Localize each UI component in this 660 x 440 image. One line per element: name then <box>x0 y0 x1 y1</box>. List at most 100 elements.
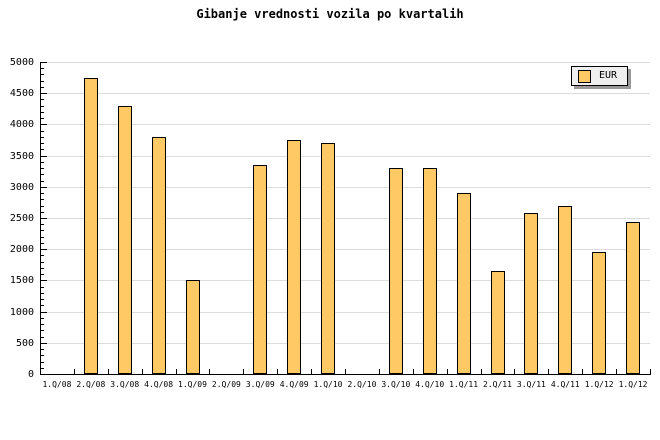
y-axis-tick <box>41 236 44 238</box>
y-axis-tick <box>41 317 44 319</box>
y-axis-tick <box>41 261 44 263</box>
x-axis-tick <box>616 369 618 374</box>
gridline <box>40 280 650 282</box>
y-axis-tick <box>41 330 44 332</box>
y-axis-tick <box>41 130 44 132</box>
y-axis-line <box>40 62 41 375</box>
x-axis-tick-label: 4.Q/09 <box>279 380 309 389</box>
y-axis-tick <box>41 143 44 145</box>
x-axis-tick <box>175 369 177 374</box>
y-axis-tick <box>41 186 47 188</box>
y-axis-tick <box>41 99 44 101</box>
y-axis-tick-label: 5000 <box>9 57 34 68</box>
bar <box>524 213 539 374</box>
bar <box>490 271 505 374</box>
legend-swatch-icon <box>578 70 591 83</box>
bar <box>456 193 471 374</box>
bar <box>558 205 573 374</box>
y-axis-tick <box>41 161 44 163</box>
y-axis-tick <box>41 199 44 201</box>
y-axis-tick <box>41 224 44 226</box>
y-axis-tick <box>41 205 44 207</box>
y-axis-tick <box>41 355 44 357</box>
bar <box>83 77 98 374</box>
y-axis-tick-label: 0 <box>27 369 34 380</box>
y-axis-tick <box>41 342 47 344</box>
x-axis-tick <box>548 369 550 374</box>
x-axis-tick <box>311 369 313 374</box>
bar <box>592 252 607 374</box>
x-axis-tick-label: 2.Q/11 <box>483 380 512 389</box>
y-axis-tick-label: 4500 <box>9 88 34 100</box>
x-axis-tick <box>243 369 245 374</box>
x-axis-tick <box>412 369 414 374</box>
x-axis-tick <box>446 369 448 374</box>
y-axis-tick <box>41 93 47 95</box>
bar <box>422 168 437 374</box>
gridline <box>40 155 650 157</box>
chart-title: Gibanje vrednosti vozila po kvartalih <box>196 7 464 21</box>
y-axis-tick-label: 4000 <box>9 119 34 131</box>
legend-series-label: EUR <box>599 70 618 81</box>
gridline <box>40 218 650 219</box>
bar <box>321 143 336 374</box>
y-axis-tick-label: 2500 <box>9 213 34 224</box>
y-axis-tick <box>41 74 44 76</box>
x-axis-tick-label: 1.Q/12 <box>618 380 648 389</box>
x-axis-tick <box>73 369 75 374</box>
y-axis-tick <box>41 105 44 107</box>
x-axis-tick <box>107 369 109 374</box>
x-axis-tick <box>582 369 584 374</box>
x-axis-tick <box>345 369 346 374</box>
x-axis-tick <box>209 369 211 374</box>
y-axis-tick <box>41 136 44 138</box>
y-axis-tick <box>41 174 44 176</box>
x-axis-tick-label: 4.Q/11 <box>550 380 580 389</box>
bar <box>287 140 302 374</box>
y-axis-tick <box>41 80 44 82</box>
x-axis-tick <box>514 369 516 374</box>
y-axis-tick <box>41 299 44 301</box>
y-axis-tick <box>41 180 44 182</box>
gridline <box>40 93 650 95</box>
x-axis-tick-label: 1.Q/08 <box>42 380 72 389</box>
y-axis-tick-label: 3500 <box>9 150 34 162</box>
y-axis-tick <box>41 336 44 338</box>
x-axis-tick-label: 3.Q/11 <box>516 380 546 389</box>
y-axis-tick-label: 1500 <box>9 275 34 287</box>
y-axis-tick <box>41 211 44 213</box>
y-axis-tick <box>41 305 44 307</box>
y-axis-tick <box>41 149 44 151</box>
y-axis-tick <box>41 111 44 113</box>
bar <box>151 136 166 374</box>
y-axis-tick <box>41 242 44 244</box>
x-axis-tick-label: 1.Q/10 <box>313 380 343 389</box>
gridline <box>40 62 650 63</box>
y-axis-tick <box>41 367 44 369</box>
y-axis-tick <box>41 292 44 294</box>
bar <box>253 164 268 374</box>
y-axis-tick-label: 1000 <box>9 306 34 318</box>
y-axis-tick <box>41 349 44 351</box>
y-axis-tick <box>41 255 44 257</box>
y-axis-tick <box>41 267 44 269</box>
y-axis-tick <box>41 118 44 120</box>
x-axis-tick-label: 1.Q/09 <box>178 380 207 389</box>
y-axis-tick-label: 3000 <box>9 181 34 193</box>
y-axis-tick <box>41 324 44 326</box>
x-axis-tick-label: 2.Q/10 <box>347 380 377 389</box>
y-axis-tick <box>41 86 44 88</box>
y-axis-tick <box>41 155 47 157</box>
x-axis-tick <box>650 369 651 374</box>
x-axis-tick-label: 1.Q/11 <box>449 380 479 389</box>
gridline <box>40 311 650 313</box>
x-axis-tick-label: 4.Q/08 <box>144 380 174 389</box>
y-axis-tick <box>41 230 44 232</box>
y-axis-tick <box>41 311 47 313</box>
x-axis-tick-label: 3.Q/09 <box>245 380 275 389</box>
x-axis-tick-label: 2.Q/09 <box>211 380 241 389</box>
y-axis-tick <box>41 62 47 63</box>
bar <box>626 222 641 374</box>
